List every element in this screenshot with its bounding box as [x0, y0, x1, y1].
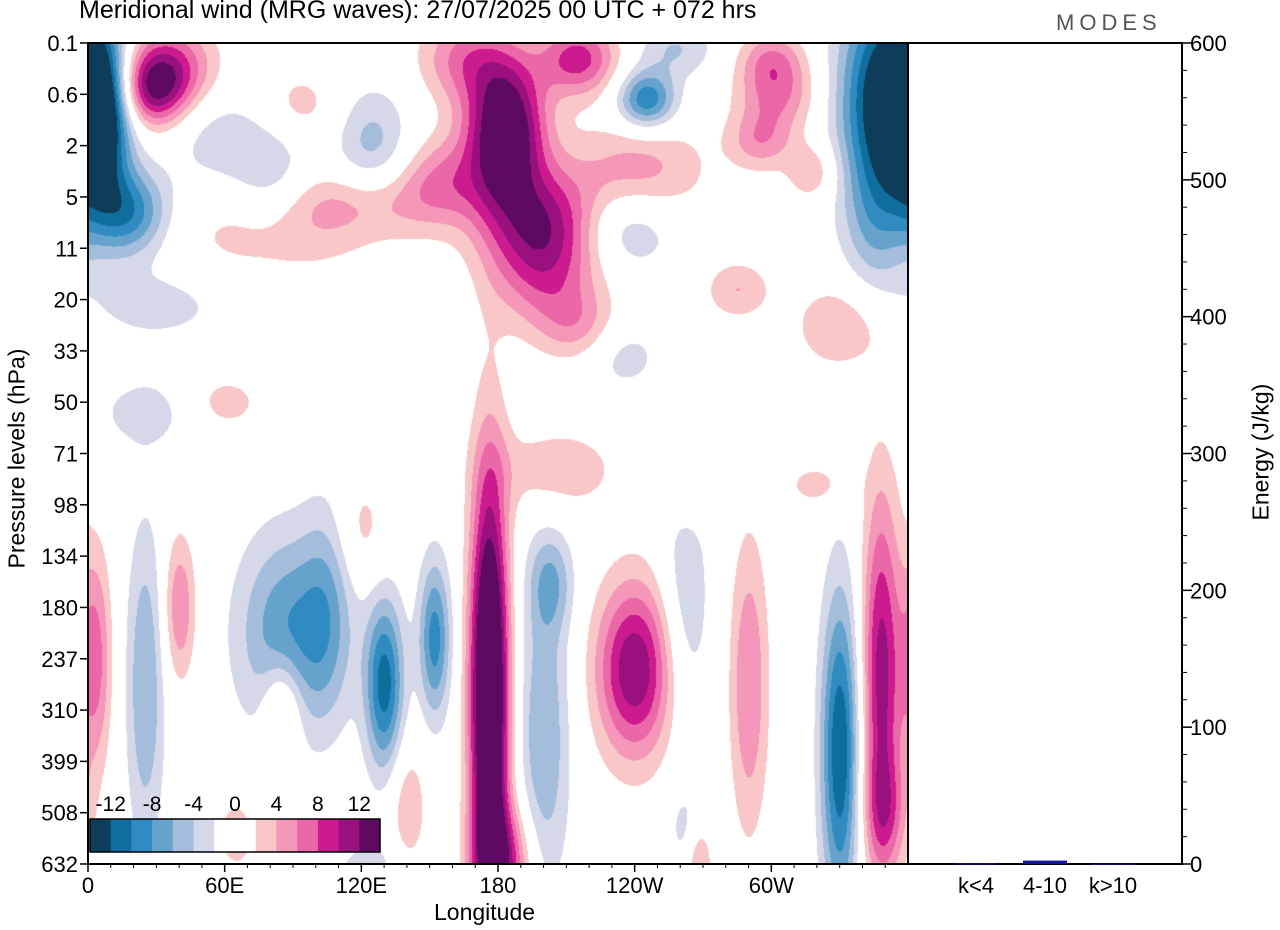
colorbar-swatch	[172, 819, 195, 852]
x-tick-label: 0	[82, 873, 94, 898]
energy-category-label: 4-10	[1023, 873, 1067, 898]
colorbar-label: 8	[312, 793, 324, 816]
colorbar-swatch	[214, 819, 236, 852]
energy-category-label: k<4	[958, 873, 994, 898]
colorbar-swatch	[235, 819, 257, 852]
colorbar-label: 0	[229, 793, 241, 816]
colorbar-swatch	[131, 819, 153, 852]
colorbar-swatch	[359, 819, 381, 852]
colorbar-swatch	[297, 819, 319, 852]
y-tick-label: 508	[41, 801, 78, 826]
colorbar-label: 4	[271, 793, 283, 816]
energy-tick-label: 500	[1190, 168, 1227, 193]
colorbar-swatch	[152, 819, 174, 852]
modes-logo: MODES	[1056, 10, 1162, 35]
y-tick-label: 71	[54, 442, 78, 467]
y-tick-label: 33	[54, 339, 78, 364]
colorbar-swatch	[110, 819, 132, 852]
colorbar-frame	[89, 818, 381, 853]
y-tick-label: 180	[41, 595, 78, 620]
energy-tick-label: 600	[1190, 31, 1227, 56]
y-tick-label: 0.6	[47, 82, 78, 107]
colorbar-label: -12	[96, 793, 126, 816]
y-tick-label: 20	[54, 288, 78, 313]
energy-frame	[907, 42, 1183, 865]
y-tick-label: 632	[41, 852, 78, 877]
y-tick-label: 399	[41, 749, 78, 774]
colorbar-swatch	[317, 819, 340, 852]
energy-bar	[954, 863, 998, 865]
y-tick-label: 5	[66, 185, 78, 210]
energy-tick-label: 0	[1190, 852, 1202, 877]
x-tick-label: 120W	[606, 873, 664, 898]
y-tick-label: 134	[41, 544, 78, 569]
energy-tick-label: 400	[1190, 305, 1227, 330]
x-tick-label: 120E	[336, 873, 387, 898]
x-tick-label: 60W	[749, 873, 794, 898]
y-tick-label: 310	[41, 698, 78, 723]
y-tick-label: 98	[54, 493, 78, 518]
y-tick-label: 0.1	[47, 31, 78, 56]
colorbar-swatch	[338, 819, 360, 852]
colorbar-label: -8	[143, 793, 162, 816]
energy-category-label: k>10	[1089, 873, 1137, 898]
x-axis-title: Longitude	[434, 899, 536, 925]
colorbar-label: -4	[184, 793, 203, 816]
wind-field-heatmap	[88, 43, 908, 864]
energy-tick-label: 300	[1190, 442, 1227, 467]
energy-tick-label: 200	[1190, 578, 1227, 603]
colorbar-swatch	[90, 819, 112, 852]
y-tick-label: 2	[66, 134, 78, 159]
energy-bar	[1091, 863, 1135, 865]
chart-title: Meridional wind (MRG waves): 27/07/2025 …	[79, 0, 757, 24]
energy-tick-label: 100	[1190, 715, 1227, 740]
y-tick-label: 50	[54, 390, 78, 415]
colorbar-swatch	[193, 819, 215, 852]
x-tick-label: 180	[480, 873, 517, 898]
energy-bar	[1023, 860, 1067, 864]
y-tick-label: 237	[41, 647, 78, 672]
colorbar-label: 12	[348, 793, 371, 816]
colorbar-swatch	[255, 819, 277, 852]
x-tick-label: 60E	[205, 873, 244, 898]
colorbar-swatch	[276, 819, 298, 852]
y-tick-label: 11	[55, 236, 78, 261]
